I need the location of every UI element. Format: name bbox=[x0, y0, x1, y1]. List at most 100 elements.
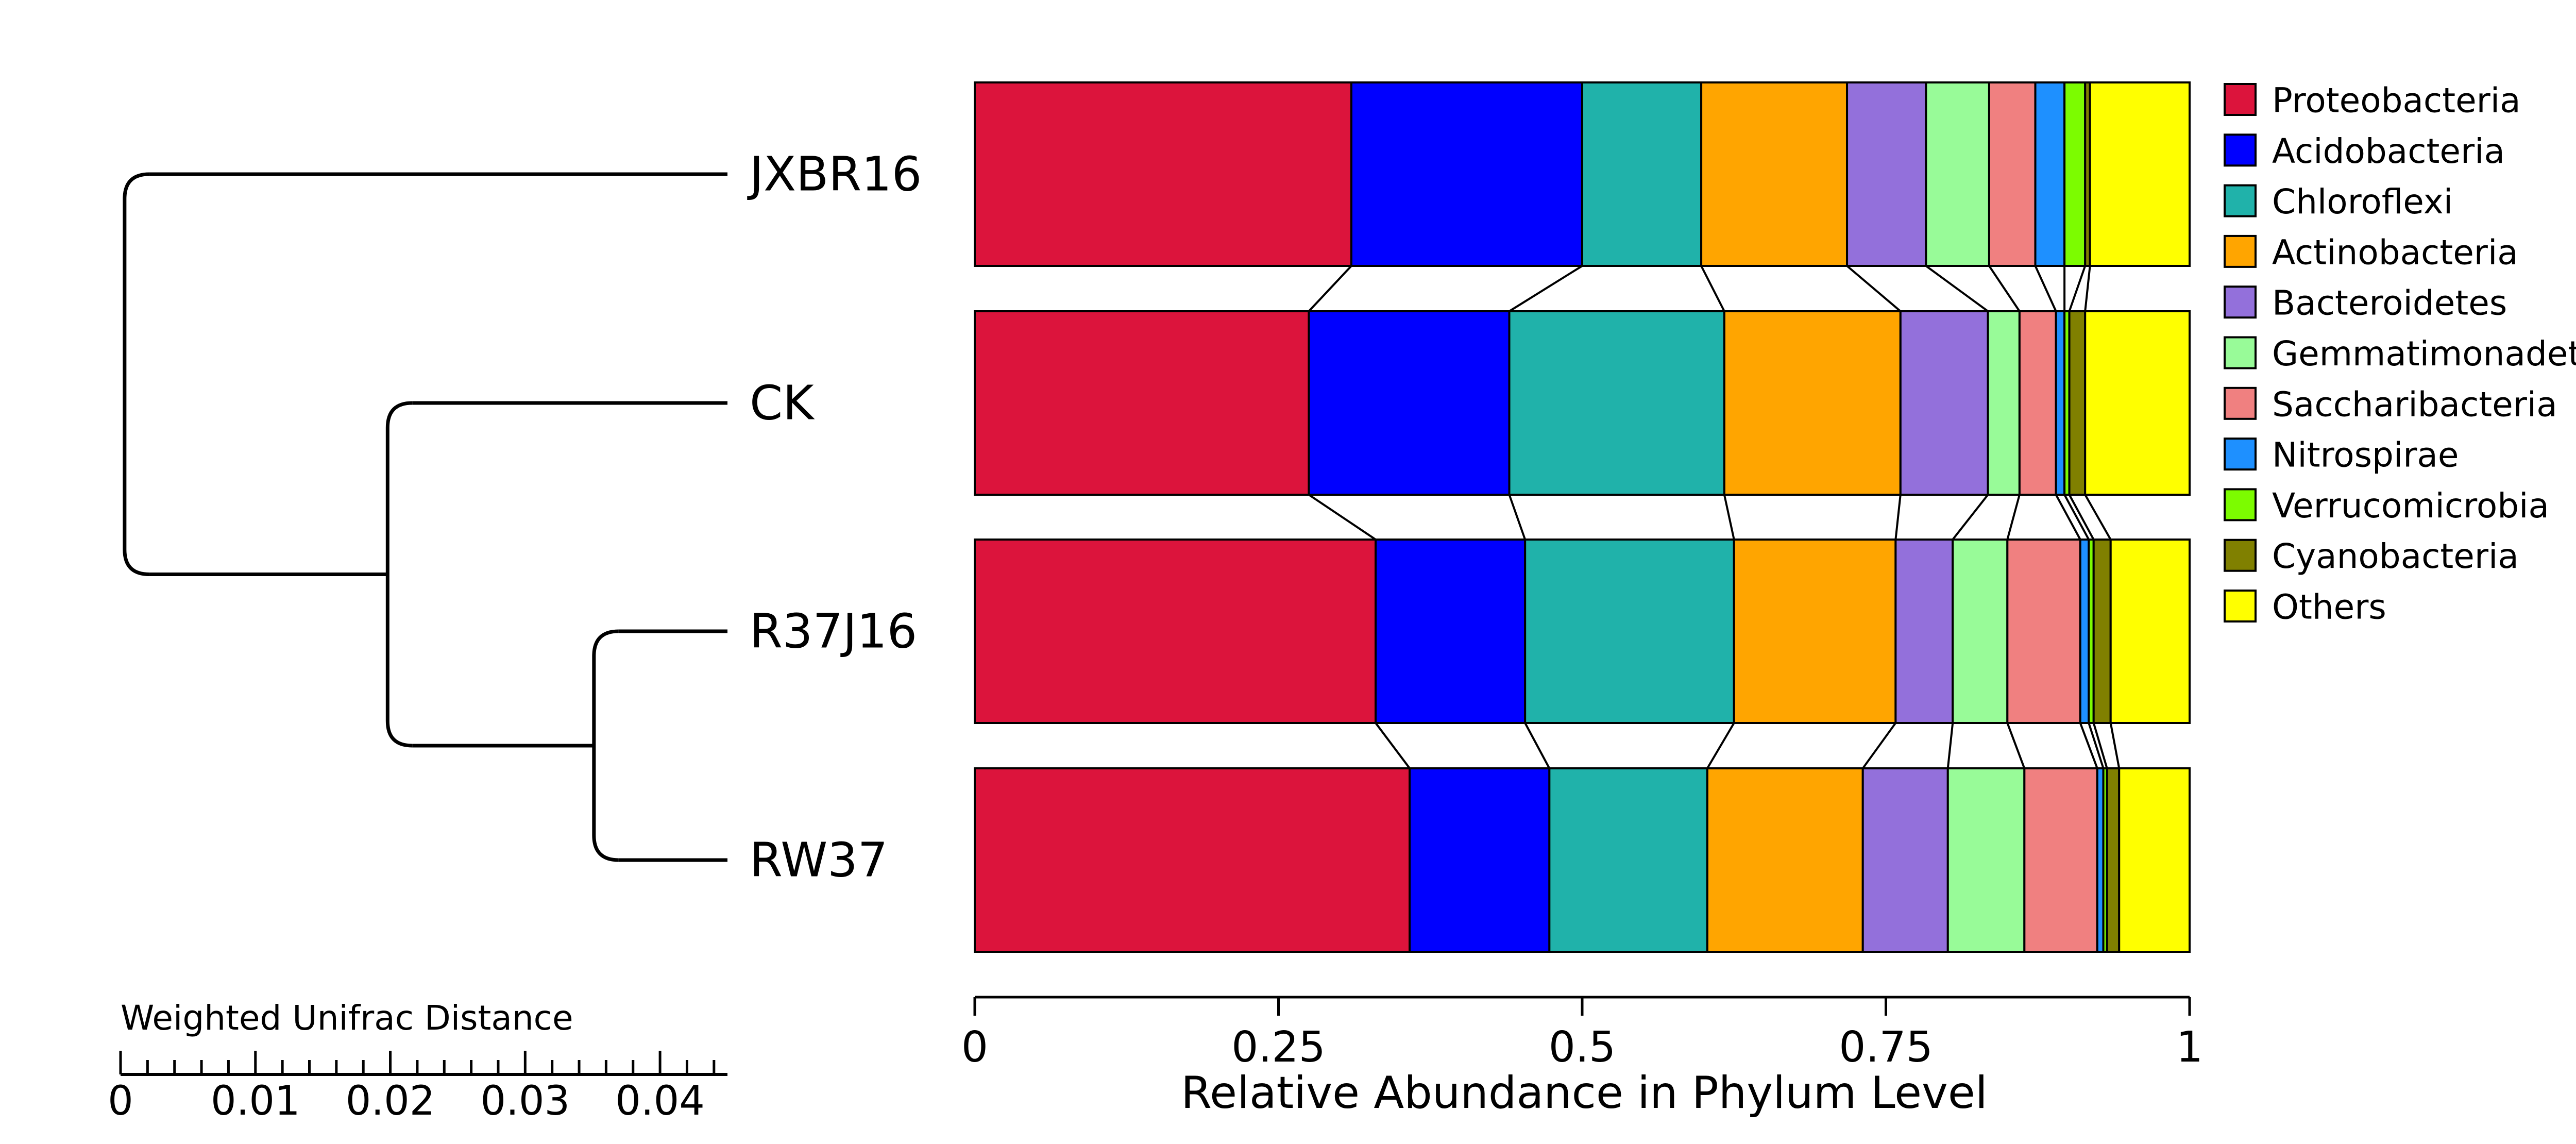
legend-label-gemmatimonadetes: Gemmatimonadetes bbox=[2272, 334, 2576, 374]
connector-2-2 bbox=[1508, 494, 1527, 540]
legend-label-cyanobacteria: Cyanobacteria bbox=[2272, 536, 2519, 576]
legend: Proteobacteria Acidobacteria Chloroflexi Ac… bbox=[2224, 81, 2576, 627]
connector-3-3 bbox=[1706, 722, 1735, 769]
bar-jxbr16-gemmatimonadetes bbox=[1925, 81, 1990, 267]
bar-ck-acidobacteria bbox=[1308, 310, 1511, 496]
bar-jxbr16-nitrospirae bbox=[2034, 81, 2066, 267]
connector-3-4 bbox=[1862, 722, 1896, 769]
x-tick-label: 0.25 bbox=[1231, 1023, 1326, 1072]
bar-r37j16-saccharibacteria bbox=[2006, 539, 2081, 724]
dendrogram bbox=[123, 172, 727, 862]
legend-label-proteobacteria: Proteobacteria bbox=[2272, 81, 2521, 121]
connector-1-10 bbox=[2084, 265, 2091, 312]
bar-r37j16-actinobacteria bbox=[1733, 539, 1897, 724]
bar-jxbr16-proteobacteria bbox=[974, 81, 1352, 267]
legend-swatch-saccharibacteria bbox=[2224, 386, 2257, 420]
x-axis-title: Relative Abundance in Phylum Level bbox=[1181, 1067, 1987, 1119]
legend-swatch-nitrospirae bbox=[2224, 438, 2257, 471]
x-tick-label: 0.5 bbox=[1549, 1023, 1616, 1072]
bar-ck-bacteroidetes bbox=[1899, 310, 1989, 496]
bar-jxbr16-acidobacteria bbox=[1350, 81, 1583, 267]
x-tick-label: 0.75 bbox=[1839, 1023, 1933, 1072]
sample-labels: JXBR16 CK R37J16 RW37 bbox=[747, 147, 922, 888]
legend-swatch-verrucomicrobia bbox=[2224, 488, 2257, 521]
legend-label-chloroflexi: Chloroflexi bbox=[2272, 182, 2453, 222]
bar-r37j16-nitrospirae bbox=[2079, 539, 2090, 724]
sample-label-r37j16: R37J16 bbox=[750, 604, 917, 659]
connector-2-5 bbox=[1952, 494, 1989, 541]
bar-ck-cyanobacteria bbox=[2068, 310, 2087, 496]
dendrogram-tick-label: 0.02 bbox=[346, 1078, 435, 1124]
connector-1-1 bbox=[1308, 265, 1352, 312]
legend-swatch-actinobacteria bbox=[2224, 234, 2257, 268]
bar-ck-proteobacteria bbox=[974, 310, 1310, 496]
connector-3-9 bbox=[2092, 722, 2108, 769]
connector-1-2 bbox=[1509, 265, 1583, 312]
connector-1-6 bbox=[1988, 265, 2021, 312]
bar-rw37-gemmatimonadetes bbox=[1946, 767, 2026, 953]
bar-rw37-others bbox=[2118, 767, 2191, 953]
legend-label-bacteroidetes: Bacteroidetes bbox=[2272, 283, 2507, 323]
bar-rw37-acidobacteria bbox=[1409, 767, 1551, 953]
legend-swatch-proteobacteria bbox=[2224, 83, 2257, 116]
bar-r37j16-cyanobacteria bbox=[2092, 539, 2112, 724]
legend-label-others: Others bbox=[2272, 587, 2386, 627]
bar-rw37-chloroflexi bbox=[1548, 767, 1708, 953]
legend-label-nitrospirae: Nitrospirae bbox=[2272, 435, 2459, 475]
bar-rw37-bacteroidetes bbox=[1861, 767, 1949, 953]
dendrogram-tick-label: 0.03 bbox=[480, 1078, 570, 1124]
connector-3-5 bbox=[1946, 722, 1954, 769]
connector-3-7 bbox=[2079, 722, 2098, 769]
bar-jxbr16-chloroflexi bbox=[1581, 81, 1703, 267]
connector-2-4 bbox=[1894, 494, 1902, 540]
connector-3-1 bbox=[1375, 722, 1411, 769]
legend-swatch-acidobacteria bbox=[2224, 133, 2257, 167]
dendrogram-clade-root bbox=[123, 172, 149, 576]
connector-1-4 bbox=[1846, 265, 1902, 312]
dendrogram-tick-label: 0 bbox=[108, 1078, 133, 1124]
legend-label-saccharibacteria: Saccharibacteria bbox=[2272, 384, 2557, 424]
x-axis: Relative Abundance in Phylum Level 0 0.25… bbox=[961, 996, 2203, 1119]
legend-swatch-chloroflexi bbox=[2224, 184, 2257, 217]
legend-label-verrucomicrobia: Verrucomicrobia bbox=[2272, 486, 2549, 526]
dendrogram-axis-title: Weighted Unifrac Distance bbox=[121, 998, 573, 1038]
bar-jxbr16-others bbox=[2089, 81, 2191, 267]
sample-label-rw37: RW37 bbox=[750, 833, 888, 888]
x-tick-label: 0 bbox=[961, 1023, 988, 1072]
bar-jxbr16-actinobacteria bbox=[1700, 81, 1849, 267]
connector-3-6 bbox=[2006, 722, 2026, 769]
bar-ck-chloroflexi bbox=[1508, 310, 1725, 496]
connector-1-5 bbox=[1925, 265, 1989, 312]
stacked-bars bbox=[974, 81, 2191, 953]
bar-connectors bbox=[1308, 265, 2121, 769]
connector-1-7 bbox=[2034, 265, 2057, 312]
connector-1-9 bbox=[2068, 265, 2087, 312]
bar-ck-others bbox=[2084, 310, 2191, 496]
sample-label-ck: CK bbox=[750, 376, 815, 431]
bar-rw37-actinobacteria bbox=[1706, 767, 1864, 953]
bar-r37j16-acidobacteria bbox=[1375, 539, 1527, 724]
legend-swatch-cyanobacteria bbox=[2224, 539, 2257, 572]
connector-3-2 bbox=[1524, 722, 1551, 769]
bar-r37j16-bacteroidetes bbox=[1894, 539, 1954, 724]
legend-swatch-others bbox=[2224, 590, 2257, 623]
connector-2-6 bbox=[2006, 494, 2021, 540]
bar-jxbr16-saccharibacteria bbox=[1988, 81, 2037, 267]
bar-ck-gemmatimonadetes bbox=[1987, 310, 2021, 496]
bar-jxbr16-verrucomicrobia bbox=[2063, 81, 2087, 267]
connector-1-3 bbox=[1700, 265, 1725, 312]
bar-rw37-proteobacteria bbox=[974, 767, 1411, 953]
bar-ck-nitrospirae bbox=[2055, 310, 2066, 496]
connector-2-10 bbox=[2084, 494, 2112, 540]
dendrogram-clade-r37j16-rw37 bbox=[592, 629, 619, 862]
bar-jxbr16-bacteroidetes bbox=[1846, 81, 1927, 267]
bar-r37j16-others bbox=[2109, 539, 2191, 724]
connector-2-1 bbox=[1308, 494, 1377, 541]
sample-label-jxbr16: JXBR16 bbox=[747, 147, 922, 202]
bar-rw37-saccharibacteria bbox=[2023, 767, 2098, 953]
connector-2-8 bbox=[2063, 494, 2090, 540]
connector-2-3 bbox=[1723, 494, 1735, 540]
dendrogram-axis: Weighted Unifrac Distance 0 0.01 0.02 0.03 0… bbox=[108, 998, 727, 1124]
legend-label-acidobacteria: Acidobacteria bbox=[2272, 131, 2505, 171]
